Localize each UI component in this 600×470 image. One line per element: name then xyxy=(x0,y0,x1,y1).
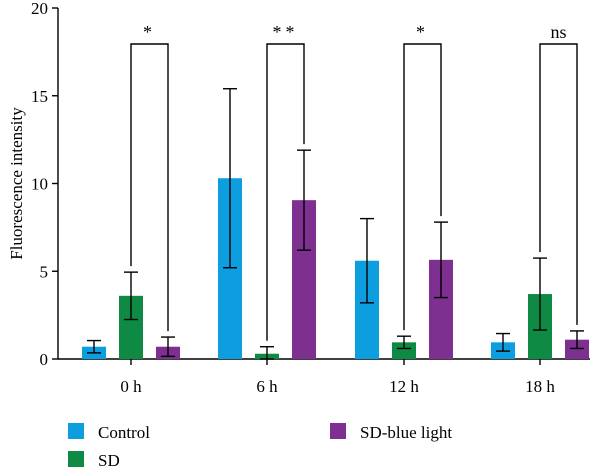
significance-label: ** xyxy=(273,22,299,42)
legend-swatch-control xyxy=(68,423,84,439)
legend: Control SD SD-blue light xyxy=(68,423,452,470)
legend-label: SD-blue light xyxy=(360,423,452,442)
significance-bracket xyxy=(403,43,442,331)
x-tick-label: 18 h xyxy=(525,377,555,396)
significance-bracket xyxy=(130,43,169,332)
bar-sd xyxy=(392,342,416,359)
y-tick-label: 5 xyxy=(40,262,49,281)
legend-swatch-sd xyxy=(68,451,84,467)
significance-label: * xyxy=(143,22,156,42)
y-axis-label: Fluorescence intensity xyxy=(7,107,26,260)
x-tick-label: 12 h xyxy=(389,377,419,396)
x-tick-label: 0 h xyxy=(120,377,142,396)
significance-label: * xyxy=(416,22,429,42)
y-tick-label: 20 xyxy=(31,0,48,18)
significance-label: ns xyxy=(550,22,566,42)
plot-area: 0 5 10 15 20 Fluorescence intensity 0 h 6 h 12 h… xyxy=(7,0,590,396)
y-tick-label: 15 xyxy=(31,87,48,106)
x-tick-label: 6 h xyxy=(256,377,278,396)
significance-bracket xyxy=(539,43,578,325)
y-tick-label: 10 xyxy=(31,175,48,194)
significance-bracket xyxy=(266,43,305,341)
legend-label: Control xyxy=(98,423,150,442)
legend-swatch-sd-blue-light xyxy=(330,423,346,439)
bar-sd-blue-light xyxy=(565,339,589,359)
legend-label: SD xyxy=(98,451,120,470)
y-tick-label: 0 xyxy=(40,350,49,369)
